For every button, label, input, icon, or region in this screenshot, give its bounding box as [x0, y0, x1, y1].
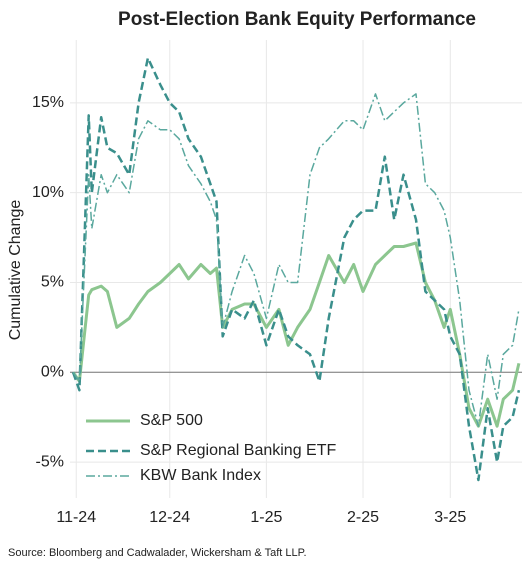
x-tick-label: 11-24 [56, 509, 96, 526]
y-tick-label: 10% [32, 184, 64, 201]
series-line [72, 93, 520, 427]
series-line [71, 241, 521, 428]
chart-title: Post-Election Bank Equity Performance [118, 9, 476, 30]
y-tick-label: 15% [32, 94, 64, 111]
x-tick-label: 2-25 [347, 509, 379, 526]
y-tick-label: -5% [36, 453, 64, 470]
legend-label: KBW Bank Index [140, 467, 261, 484]
legend-label: S&P 500 [140, 412, 203, 429]
x-tick-label: 3-25 [434, 509, 466, 526]
source-note: Source: Bloomberg and Cadwalader, Wicker… [8, 547, 307, 559]
y-tick-label: 5% [41, 274, 64, 291]
y-axis-label: Cumulative Change [7, 200, 24, 341]
y-tick-label: 0% [41, 363, 64, 380]
x-tick-label: 12-24 [149, 509, 190, 526]
series-line [71, 56, 521, 482]
x-tick-label: 1-25 [250, 509, 282, 526]
legend-label: S&P Regional Banking ETF [140, 442, 336, 459]
